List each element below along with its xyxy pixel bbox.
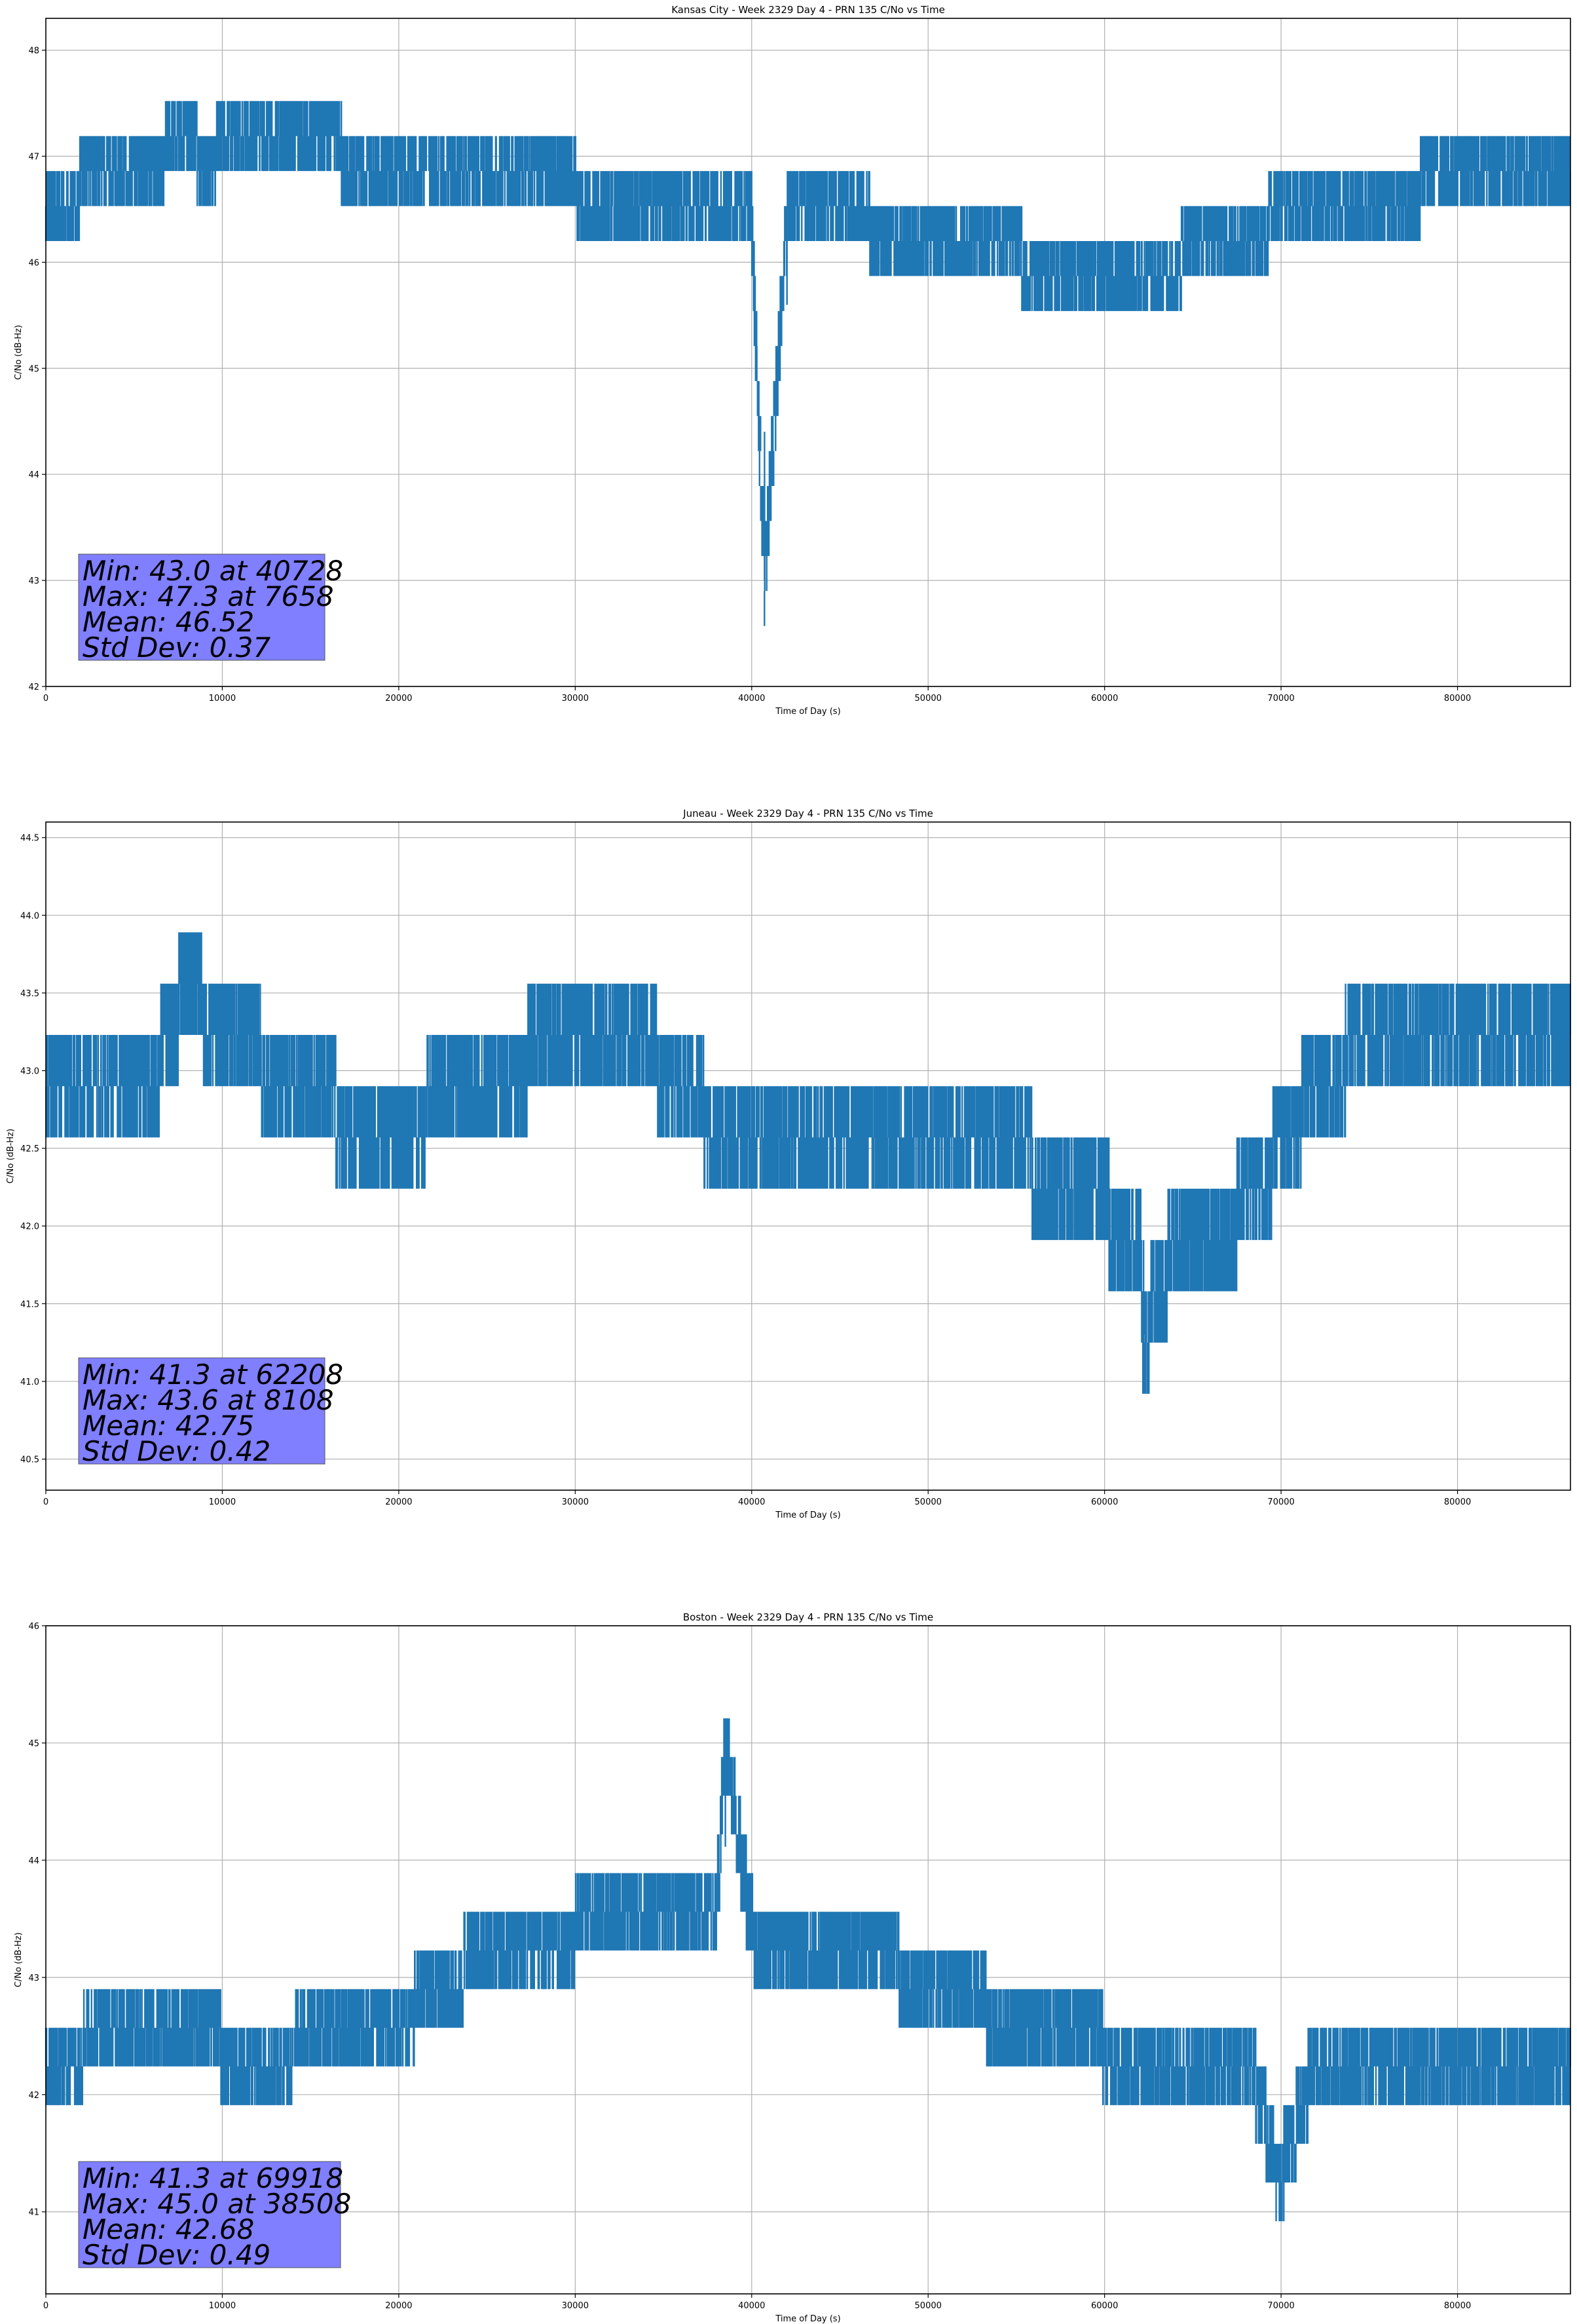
x-tick-label: 0 (43, 694, 48, 703)
y-tick-label: 42.0 (20, 1222, 39, 1232)
y-tick-label: 44 (28, 470, 39, 480)
stats-box (78, 1357, 325, 1465)
x-tick-label: 80000 (1444, 2301, 1471, 2311)
y-tick-label: 43.5 (20, 989, 39, 999)
y-tick-label: 41.0 (20, 1378, 39, 1387)
x-tick-label: 0 (43, 2301, 48, 2311)
series-line-cno (45, 1718, 1571, 2222)
y-tick-label: 42.5 (20, 1144, 39, 1154)
x-tick-label: 20000 (385, 694, 412, 703)
stat-max: Max: 45.0 at 38508 (83, 2188, 351, 2220)
y-tick-label: 41 (28, 2208, 39, 2218)
x-tick-label: 10000 (209, 1497, 236, 1507)
y-tick-label: 45 (28, 364, 39, 374)
chart-title: Juneau - Week 2329 Day 4 - PRN 135 C/No … (682, 808, 933, 819)
x-tick-label: 50000 (915, 694, 942, 703)
x-tick-label: 40000 (738, 2301, 765, 2311)
x-tick-label: 10000 (209, 694, 236, 703)
y-tick-label: 47 (28, 152, 39, 162)
x-axis-label: Time of Day (s) (775, 2314, 840, 2324)
x-tick-label: 40000 (738, 1497, 765, 1507)
stat-std: Std Dev: 0.42 (83, 1435, 270, 1467)
x-tick-label: 70000 (1267, 2301, 1294, 2311)
y-tick-label: 44 (28, 1856, 39, 1866)
stat-max: Max: 43.6 at 8108 (83, 1384, 334, 1416)
y-tick-label: 40.5 (20, 1455, 39, 1465)
x-tick-label: 20000 (385, 2301, 412, 2311)
stat-mean: Mean: 46.52 (83, 606, 254, 638)
x-tick-label: 50000 (915, 1497, 942, 1507)
stat-min: Min: 41.3 at 69918 (83, 2162, 343, 2194)
y-axis-label: C/No (dB-Hz) (14, 325, 24, 380)
x-tick-label: 20000 (385, 1497, 412, 1507)
y-tick-label: 43.0 (20, 1067, 39, 1077)
y-tick-label: 42 (28, 683, 39, 692)
x-tick-label: 70000 (1267, 694, 1294, 703)
y-tick-label: 43 (28, 1974, 39, 1983)
stat-std: Std Dev: 0.49 (83, 2239, 270, 2271)
chart-panel-juneau: 0 10000 20000 30000 40000 50000 60000 70000 8000… (6, 808, 1571, 1520)
stat-mean: Mean: 42.75 (83, 1410, 254, 1442)
x-tick-label: 60000 (1091, 694, 1118, 703)
axes-frame (45, 1625, 1571, 2295)
x-axis-label: Time of Day (s) (775, 707, 840, 717)
chart-panel-boston: 0 10000 20000 30000 40000 50000 60000 70000 8000… (14, 1611, 1571, 2324)
x-tick-label: 80000 (1444, 1497, 1471, 1507)
y-tick-label: 46 (28, 1622, 39, 1632)
stats-box (78, 553, 325, 661)
x-tick-label: 30000 (562, 1497, 589, 1507)
stat-std: Std Dev: 0.37 (83, 631, 270, 664)
x-tick-label: 80000 (1444, 694, 1471, 703)
chart-panel-kansas-city: 0 10000 20000 30000 40000 50000 60000 70000 8000… (14, 4, 1571, 717)
stats-box (78, 2161, 341, 2268)
series-line-cno (45, 932, 1571, 1394)
y-axis-label: C/No (dB-Hz) (6, 1129, 16, 1184)
x-tick-label: 30000 (562, 694, 589, 703)
x-tick-label: 10000 (209, 2301, 236, 2311)
x-tick-label: 60000 (1091, 2301, 1118, 2311)
x-tick-label: 30000 (562, 2301, 589, 2311)
x-tick-label: 60000 (1091, 1497, 1118, 1507)
stat-max: Max: 47.3 at 7658 (83, 580, 334, 612)
x-tick-label: 70000 (1267, 1497, 1294, 1507)
axes-frame (45, 821, 1571, 1491)
x-tick-label: 40000 (738, 694, 765, 703)
y-tick-label: 44.0 (20, 911, 39, 921)
y-tick-label: 41.5 (20, 1300, 39, 1309)
y-tick-label: 42 (28, 2091, 39, 2101)
stat-min: Min: 43.0 at 40728 (83, 555, 343, 587)
y-tick-label: 46 (28, 258, 39, 268)
y-axis-label: C/No (dB-Hz) (14, 1932, 24, 1987)
y-tick-label: 44.5 (20, 834, 39, 844)
stat-mean: Mean: 42.68 (83, 2213, 254, 2245)
series-line-cno (45, 101, 1571, 626)
y-tick-label: 48 (28, 47, 39, 56)
y-tick-label: 43 (28, 576, 39, 586)
x-tick-label: 0 (43, 1497, 48, 1507)
chart-title: Kansas City - Week 2329 Day 4 - PRN 135 … (671, 4, 945, 16)
x-axis-label: Time of Day (s) (775, 1510, 840, 1520)
x-tick-label: 50000 (915, 2301, 942, 2311)
axes-frame (45, 18, 1571, 687)
y-tick-label: 45 (28, 1739, 39, 1749)
chart-title: Boston - Week 2329 Day 4 - PRN 135 C/No … (683, 1611, 933, 1623)
stat-min: Min: 41.3 at 62208 (83, 1359, 343, 1391)
